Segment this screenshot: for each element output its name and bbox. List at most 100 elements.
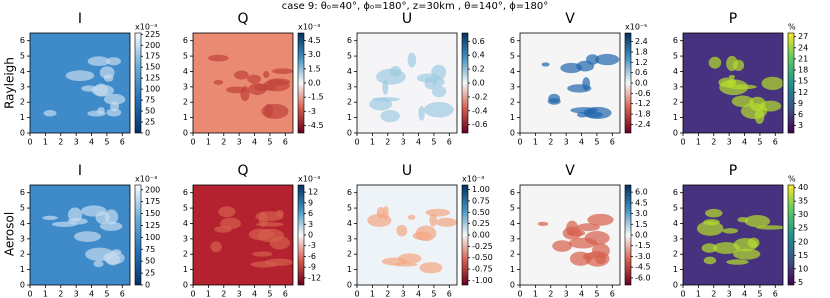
colorbar-tick-label: 35 [798, 197, 808, 206]
heatmap-feature [418, 105, 425, 121]
y-tick-label: 2 [510, 250, 515, 259]
heatmap-feature [541, 62, 550, 67]
colorbar-label: x10⁻³ [298, 175, 320, 184]
heatmap-base [30, 33, 130, 133]
x-tick-label: 2 [385, 138, 390, 147]
y-tick-label: 1 [510, 113, 515, 122]
panel-title: P [729, 11, 737, 27]
x-tick-label: 6 [120, 290, 125, 298]
x-tick-label: 5 [594, 290, 599, 298]
heatmap [683, 185, 783, 285]
colorbar [134, 32, 142, 134]
heatmap-feature [722, 228, 739, 234]
row-label: Rayleigh [3, 57, 17, 109]
heatmap-feature [99, 221, 123, 231]
heatmap-feature [696, 221, 724, 236]
colorbar-tick-label: 100 [145, 233, 160, 242]
colorbar-tick-label: 20 [798, 237, 808, 246]
x-tick-label: 4 [89, 290, 94, 298]
y-tick-label: 0 [510, 129, 515, 138]
y-tick-label: 6 [510, 36, 515, 45]
panel-title: U [402, 163, 412, 179]
y-tick-label: 0 [347, 129, 352, 138]
colorbar-tick-label: 4.5 [635, 198, 648, 207]
x-tick-label: 2 [58, 138, 63, 147]
heatmap-feature [568, 237, 598, 249]
y-tick-label: 2 [20, 98, 25, 107]
x-tick-label: 6 [773, 290, 778, 298]
plot-frame [29, 32, 131, 134]
heatmap-feature [412, 231, 432, 241]
colorbar-tick-label: -1.8 [635, 110, 651, 119]
x-tick-label: 4 [252, 138, 257, 147]
x-tick-label: 5 [431, 290, 436, 298]
y-tick-label: 1 [347, 265, 352, 274]
y-tick-label: 3 [510, 82, 515, 91]
colorbar-tick-label: 75 [145, 245, 155, 254]
colorbar-tick-label: 6.0 [635, 188, 648, 197]
colorbar-label: x10⁻⁵ [625, 23, 647, 32]
y-tick-label: 1 [510, 265, 515, 274]
heatmap-feature [381, 257, 408, 266]
x-tick-label: 3 [401, 138, 406, 147]
y-tick-label: 5 [673, 52, 678, 61]
x-tick-label: 5 [757, 290, 762, 298]
x-tick-label: 5 [104, 290, 109, 298]
heatmap-feature [91, 84, 115, 97]
y-tick-label: 2 [673, 250, 678, 259]
colorbar-tick-label: -3.0 [635, 252, 651, 261]
y-tick-label: 4 [510, 67, 515, 76]
y-tick-label: 6 [673, 188, 678, 197]
x-tick-label: 1 [696, 290, 701, 298]
heatmap-feature [87, 110, 106, 117]
heatmap-feature [587, 109, 595, 115]
y-tick-label: 4 [20, 67, 25, 76]
suptitle: case 9: θ₀=40°, ϕ₀=180°, z=30km , θ=140°… [282, 1, 549, 12]
y-tick-label: 4 [673, 219, 678, 228]
x-tick-label: 3 [401, 290, 406, 298]
colorbar [461, 32, 469, 134]
colorbar-tick-label: -4.5 [308, 121, 324, 130]
y-tick-label: 1 [673, 265, 678, 274]
colorbar-tick-label: 9 [798, 99, 803, 108]
colorbar-tick-label: 5 [798, 278, 803, 287]
x-tick-label: 3 [237, 138, 242, 147]
heatmap-feature [740, 103, 768, 119]
heatmap-feature [576, 223, 600, 232]
y-tick-label: 4 [183, 67, 188, 76]
y-tick-label: 5 [347, 204, 352, 213]
colorbar-tick-label: 1.2 [635, 58, 648, 67]
colorbar-tick-label: 6 [308, 209, 313, 218]
x-tick-label: 6 [610, 138, 615, 147]
y-tick-label: 2 [183, 98, 188, 107]
colorbar-tick-label: 200 [145, 185, 160, 194]
x-tick-label: 2 [711, 138, 716, 147]
heatmap [357, 185, 457, 285]
colorbar [461, 184, 469, 286]
x-tick-label: 4 [579, 290, 584, 298]
heatmap-feature [594, 53, 620, 66]
colorbar-tick-label: 3.0 [635, 209, 648, 218]
y-tick-label: 3 [183, 234, 188, 243]
y-tick-label: 3 [673, 82, 678, 91]
heatmap-feature [214, 226, 232, 233]
y-tick-label: 2 [673, 98, 678, 107]
x-tick-label: 4 [252, 290, 257, 298]
y-tick-label: 4 [20, 219, 25, 228]
x-tick-label: 1 [43, 138, 48, 147]
colorbar-tick-label: -3 [308, 107, 316, 116]
y-tick-label: 2 [347, 98, 352, 107]
y-tick-label: 3 [347, 82, 352, 91]
colorbar-tick-label: 4.5 [308, 36, 321, 45]
y-tick-label: 1 [20, 265, 25, 274]
x-tick-label: 5 [757, 138, 762, 147]
heatmap [520, 33, 620, 133]
heatmap-feature [275, 209, 284, 217]
heatmap-feature [431, 85, 447, 98]
x-tick-label: 2 [58, 290, 63, 298]
heatmap-feature [264, 258, 293, 266]
colorbar-label: % [788, 23, 796, 32]
y-tick-label: 1 [183, 113, 188, 122]
y-tick-label: 2 [183, 250, 188, 259]
x-tick-label: 3 [727, 138, 732, 147]
